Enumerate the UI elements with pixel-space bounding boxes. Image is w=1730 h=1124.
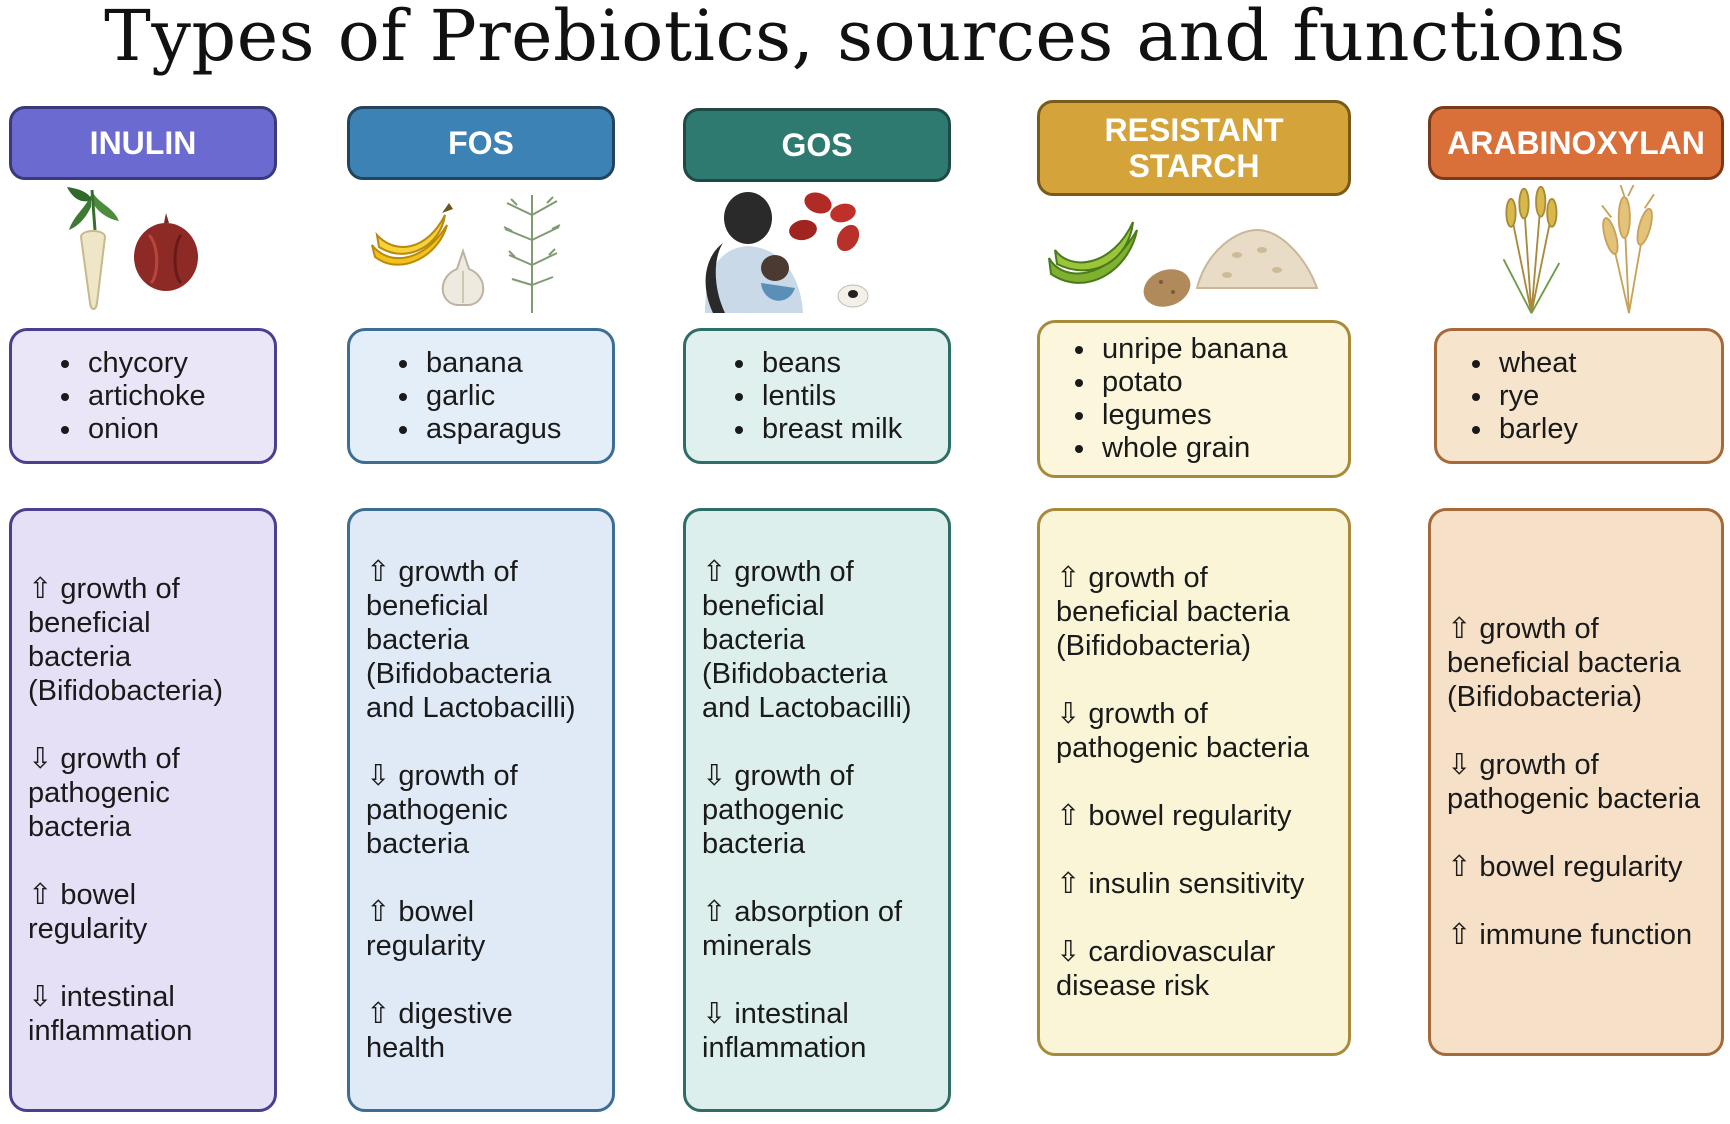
header-label: GOS (781, 127, 853, 163)
column-inulin: INULIN chycory artichoke onion ⇧ growth … (9, 0, 277, 1124)
functions-box-gos: ⇧ growth of beneficial bacteria (Bifidob… (683, 508, 951, 1112)
function-item: ⇧ insulin sensitivity (1056, 868, 1305, 900)
function-item: ⇩ intestinal inflammation (28, 981, 193, 1047)
functions-box-resistant-starch: ⇧ growth of beneficial bacteria (Bifidob… (1037, 508, 1351, 1056)
page-title: Types of Prebiotics, sources and functio… (104, 0, 1626, 77)
function-item: ⇧ growth of beneficial bacteria (Bifidob… (28, 573, 224, 707)
beans-icon (789, 192, 869, 308)
function-item: ⇧ absorption of minerals (702, 896, 903, 962)
source-list: chycory artichoke onion (12, 347, 206, 446)
header-label: INULIN (89, 125, 197, 161)
function-item: ⇧ growth of beneficial bacteria (Bifidob… (366, 556, 576, 724)
inulin-illustration (67, 187, 198, 310)
sources-box-gos: beans lentils breast milk (683, 328, 951, 464)
column-gos: GOS beans lentils breast milk ⇧ growth o… (683, 0, 951, 1124)
list-item: barley (1495, 413, 1578, 446)
function-item: ⇧ immune function (1447, 919, 1693, 951)
list-item: artichoke (84, 380, 206, 413)
function-item: ⇧ growth of beneficial bacteria (Bifidob… (702, 556, 912, 724)
list-item: unripe banana (1098, 333, 1287, 366)
function-item: ⇩ growth of pathogenic bacteria (366, 760, 518, 860)
header-label: FOS (448, 125, 514, 161)
list-item: breast milk (758, 413, 902, 446)
source-list: beans lentils breast milk (686, 347, 902, 446)
list-item: legumes (1098, 399, 1287, 432)
function-item: ⇩ intestinal inflammation (702, 998, 867, 1064)
gos-illustration (705, 192, 869, 313)
list-item: whole grain (1098, 432, 1287, 465)
functions-box-inulin: ⇧ growth of beneficial bacteria (Bifidob… (9, 508, 277, 1112)
chicory-root-icon (67, 187, 119, 310)
function-item: ⇧ bowel regularity (366, 896, 486, 962)
list-item: asparagus (422, 413, 561, 446)
list-item: wheat (1495, 347, 1578, 380)
header-gos: GOS (683, 108, 951, 182)
list-item: onion (84, 413, 206, 446)
function-item: ⇧ growth of beneficial bacteria (Bifidob… (1447, 613, 1681, 713)
column-arabinoxylan: ARABINOXYLAN wheat rye barley (1428, 0, 1724, 1124)
function-item: ⇧ bowel regularity (1447, 851, 1683, 883)
sources-box-resistant-starch: unripe banana potato legumes whole grain (1037, 320, 1351, 478)
function-item: ⇩ cardiovascular disease risk (1056, 936, 1276, 1002)
function-item: ⇩ growth of pathogenic bacteria (702, 760, 854, 860)
list-item: rye (1495, 380, 1578, 413)
list-item: garlic (422, 380, 561, 413)
functions-box-arabinoxylan: ⇧ growth of beneficial bacteria (Bifidob… (1428, 508, 1724, 1056)
sources-box-inulin: chycory artichoke onion (9, 328, 277, 464)
arabinoxylan-illustration (1502, 185, 1655, 314)
sources-box-arabinoxylan: wheat rye barley (1434, 328, 1724, 464)
header-arabinoxylan: ARABINOXYLAN (1428, 106, 1724, 180)
wheat-icon (1502, 185, 1561, 314)
function-item: ⇩ growth of pathogenic bacteria (1056, 698, 1310, 764)
column-fos: FOS banana garlic asparagus ⇧ growth of … (347, 0, 615, 1124)
function-item: ⇩ growth of pathogenic bacteria (1447, 749, 1701, 815)
list-item: chycory (84, 347, 206, 380)
onion-icon (134, 213, 198, 291)
source-list: wheat rye barley (1437, 347, 1578, 446)
column-resistant-starch: RESISTANT STARCH unripe banana potato le… (1037, 0, 1351, 1124)
list-item: banana (422, 347, 561, 380)
grain-pile-icon (1195, 228, 1319, 289)
source-list: unripe banana potato legumes whole grain (1040, 333, 1287, 465)
list-item: beans (758, 347, 902, 380)
potato-icon (1143, 269, 1191, 307)
source-list: banana garlic asparagus (350, 347, 561, 446)
header-label: ARABINOXYLAN (1447, 125, 1705, 161)
breastfeeding-mother-icon (705, 192, 803, 313)
barley-icon (1601, 185, 1655, 314)
header-resistant-starch: RESISTANT STARCH (1037, 100, 1351, 196)
asparagus-icon (503, 195, 561, 313)
list-item: potato (1098, 366, 1287, 399)
header-fos: FOS (347, 106, 615, 180)
function-item: ⇧ digestive health (366, 998, 513, 1064)
sources-box-fos: banana garlic asparagus (347, 328, 615, 464)
list-item: lentils (758, 380, 902, 413)
header-label: RESISTANT STARCH (1104, 112, 1284, 184)
functions-box-fos: ⇧ growth of beneficial bacteria (Bifidob… (347, 508, 615, 1112)
green-banana-icon (1048, 221, 1138, 284)
function-item: ⇩ growth of pathogenic bacteria (28, 743, 180, 843)
garlic-icon (441, 247, 485, 306)
fos-illustration (371, 195, 561, 313)
resistant-starch-illustration (1048, 221, 1319, 307)
banana-icon (371, 203, 453, 266)
function-item: ⇧ bowel regularity (1056, 800, 1292, 832)
function-item: ⇧ growth of beneficial bacteria (Bifidob… (1056, 562, 1290, 662)
header-inulin: INULIN (9, 106, 277, 180)
function-item: ⇧ bowel regularity (28, 879, 148, 945)
